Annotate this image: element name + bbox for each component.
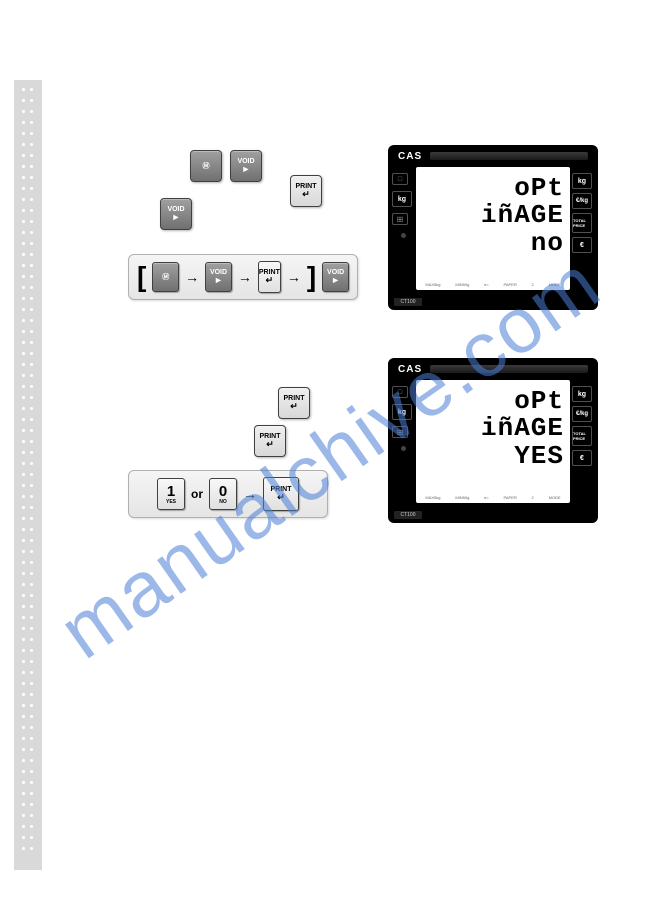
kg-unit-left: kg	[392, 191, 412, 207]
indicator-icon: □	[392, 173, 408, 185]
print-button-float-2[interactable]: PRINT ↵	[278, 387, 310, 419]
arrow-icon: →	[185, 269, 199, 285]
lcd-model-label-2: CT100	[394, 511, 422, 519]
print-arrow: ↵	[302, 190, 310, 199]
lcd-display-1: CAS □ kg ⊞ oPt iñAGE no MAX5kg MIN50g e=…	[388, 145, 598, 310]
lcd-right-column-2: kg €/kg TOTAL PRICE €	[572, 386, 594, 466]
bracket-open: [	[137, 263, 146, 291]
eur-unit-2: €	[572, 450, 592, 466]
lcd-brand-label: CAS	[398, 151, 422, 162]
lcd1-line2: iñAGE	[481, 202, 564, 229]
seq1-m-button[interactable]: Ⓜ	[152, 262, 179, 292]
lcd-right-column: kg €/kg TOTAL PRICE €	[572, 173, 594, 253]
void-arrow-2: ►	[172, 213, 181, 222]
key-sequence-1: [ Ⓜ → VOID ► → PRINT ↵ → ] VOID ►	[128, 254, 358, 300]
m-label: Ⓜ	[203, 163, 210, 170]
lcd-left-column: □ kg ⊞	[392, 173, 414, 240]
eur-unit: €	[572, 237, 592, 253]
zero-button[interactable]: 0 NO	[209, 478, 237, 510]
lcd-screen-1: oPt iñAGE no MAX5kg MIN50g e= PAPER 2 MO…	[416, 167, 570, 290]
lcd-display-2: CAS □ kg ⊞ oPt iñAGE YES MAX5kg MIN50g e…	[388, 358, 598, 523]
void-button-float-2[interactable]: VOID ►	[160, 198, 192, 230]
lcd2-line1: oPt	[514, 388, 564, 415]
side-dot-strip	[14, 80, 42, 870]
arrow-icon: →	[287, 269, 301, 285]
eur-per-kg-unit-2: €/kg	[572, 406, 592, 422]
print-button-float-1[interactable]: PRINT ↵	[290, 175, 322, 207]
lock-icon: ⊞	[392, 213, 408, 225]
kg-unit-left-2: kg	[392, 404, 412, 420]
lcd-top-bar-2	[430, 365, 588, 373]
indicator-icon: □	[392, 386, 408, 398]
key-sequence-2: 1 YES or 0 NO → PRINT ↵	[128, 470, 328, 518]
lcd2-line3: YES	[514, 443, 564, 470]
indicator-dot	[401, 233, 406, 238]
arrow-icon: →	[243, 486, 257, 502]
kg-unit-right: kg	[572, 173, 592, 189]
total-price-unit: TOTAL PRICE	[572, 213, 592, 233]
lcd-brand-label-2: CAS	[398, 364, 422, 375]
eur-per-kg-unit: €/kg	[572, 193, 592, 209]
one-button[interactable]: 1 YES	[157, 478, 185, 510]
seq2-print-button[interactable]: PRINT ↵	[263, 477, 299, 511]
lcd-top-bar	[430, 152, 588, 160]
void-arrow: ►	[242, 165, 251, 174]
arrow-icon: →	[238, 269, 252, 285]
or-label: or	[191, 487, 203, 501]
seq1-void-button-2[interactable]: VOID ►	[322, 262, 349, 292]
lcd-screen-2: oPt iñAGE YES MAX5kg MIN50g e= PAPER 2 M…	[416, 380, 570, 503]
bracket-close: ]	[307, 263, 316, 291]
kg-unit-right-2: kg	[572, 386, 592, 402]
lcd-footer-row-2: MAX5kg MIN50g e= PAPER 2 MODE	[416, 493, 570, 501]
lcd2-line2: iñAGE	[481, 415, 564, 442]
seq1-print-button[interactable]: PRINT ↵	[258, 261, 281, 293]
lcd-footer-row: MAX5kg MIN50g e= PAPER 2 MODE	[416, 280, 570, 288]
seq1-void-button-1[interactable]: VOID ►	[205, 262, 232, 292]
lcd1-line1: oPt	[514, 175, 564, 202]
print-button-float-3[interactable]: PRINT ↵	[254, 425, 286, 457]
indicator-dot	[401, 446, 406, 451]
lcd1-line3: no	[531, 230, 564, 257]
m-button-float[interactable]: Ⓜ	[190, 150, 222, 182]
m-icon: Ⓜ	[162, 274, 169, 281]
lcd-left-column-2: □ kg ⊞	[392, 386, 414, 453]
lcd-model-label: CT100	[394, 298, 422, 306]
total-price-unit-2: TOTAL PRICE	[572, 426, 592, 446]
void-button-float-1[interactable]: VOID ►	[230, 150, 262, 182]
lock-icon: ⊞	[392, 426, 408, 438]
